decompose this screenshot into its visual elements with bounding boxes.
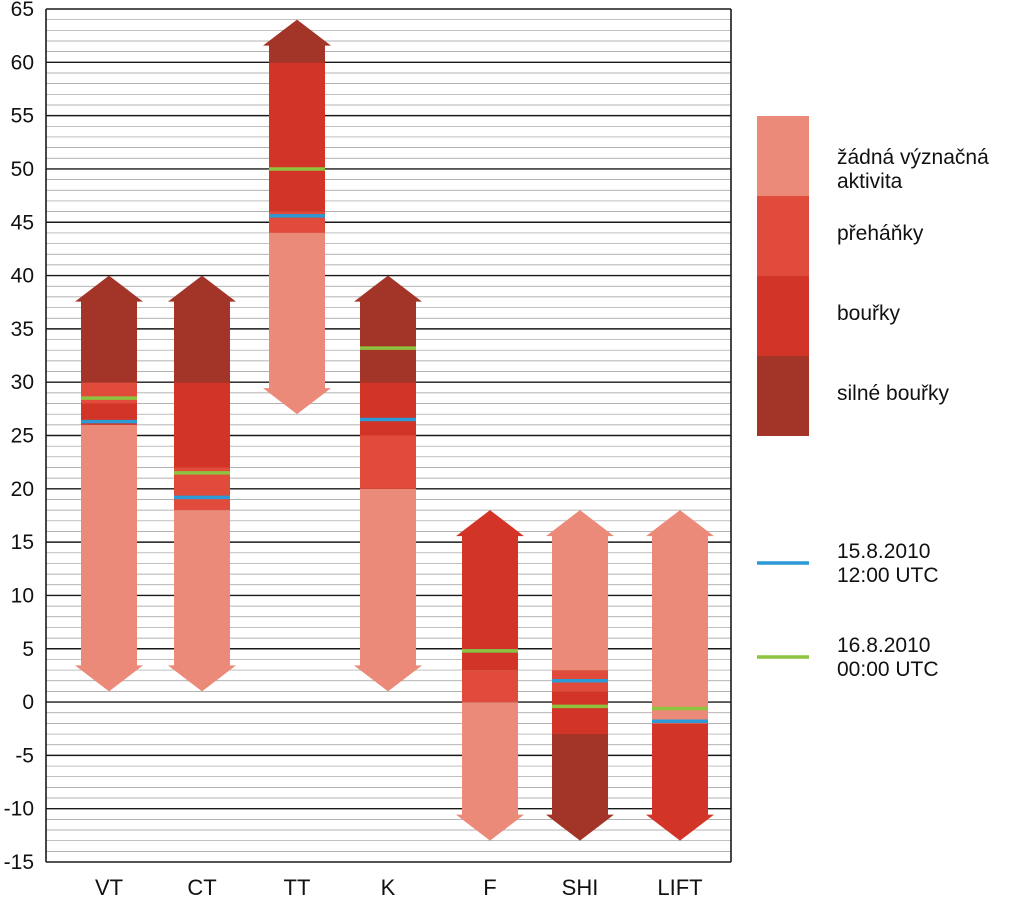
bar-segment-storms (81, 403, 137, 425)
bar-segment-severe (263, 19, 331, 63)
legend-label-no-activity: žádná význačná aktivita (837, 146, 989, 194)
y-tick-label: 60 (11, 51, 34, 74)
y-tick-label: 45 (11, 211, 34, 234)
y-tick-label: 35 (11, 318, 34, 341)
index-bar-tt (263, 19, 331, 415)
plot-area (75, 19, 714, 841)
y-tick-label: 25 (11, 425, 34, 448)
bar-segment-storms (646, 723, 714, 841)
y-tick-label: 0 (22, 691, 34, 714)
bar-segment-storms (552, 691, 608, 735)
legend-label-severe-storms: silné bouřky (837, 382, 950, 405)
y-tick-label: 40 (11, 265, 34, 288)
bar-segment-none (168, 510, 236, 692)
y-tick-label: 5 (22, 638, 34, 661)
legend-label-storms: bouřky (837, 302, 901, 325)
legend-swatch-none (757, 116, 809, 196)
index-bar-lift (646, 510, 714, 841)
legend-swatches (757, 116, 809, 659)
bar-segment-none (75, 424, 143, 692)
bar-segment-none (646, 510, 714, 724)
legend-label-date-2-line-2: 00:00 UTC (837, 658, 939, 681)
legend-swatch-severe (757, 356, 809, 436)
bar-segment-none (354, 488, 422, 692)
legend-label-date-1: 15.8.2010 12:00 UTC (837, 540, 939, 588)
x-tick-label: CT (187, 875, 216, 900)
x-tick-label: F (483, 875, 496, 900)
index-bar-k (354, 275, 422, 692)
index-bar-f (456, 510, 524, 841)
index-bar-shi (546, 510, 614, 841)
bar-segment-showers (462, 670, 518, 703)
legend-label-date-2: 16.8.2010 00:00 UTC (837, 634, 939, 682)
y-tick-label: -15 (4, 851, 34, 874)
y-tick-label: 65 (11, 0, 34, 21)
legend-swatch-showers (757, 196, 809, 276)
y-tick-label: 30 (11, 371, 34, 394)
y-tick-label: 50 (11, 158, 34, 181)
bar-segment-showers (360, 435, 416, 489)
minor-gridlines (46, 19, 731, 852)
y-tick-label: 15 (11, 531, 34, 554)
bar-segment-severe (354, 275, 422, 383)
legend-label-date-1-line-2: 12:00 UTC (837, 564, 939, 587)
x-tick-label: K (381, 875, 396, 900)
bar-segment-none (456, 702, 524, 841)
bar-segment-none (546, 510, 614, 671)
x-axis: VT CT TT K F SHI LIFT (95, 875, 703, 900)
x-tick-label: SHI (562, 875, 599, 900)
bar-segment-showers (81, 382, 137, 404)
legend-label-no-activity-line-1: žádná význačná (837, 146, 989, 169)
y-tick-label: -10 (4, 798, 34, 821)
legend-label-date-1-line-1: 15.8.2010 (837, 540, 931, 563)
y-tick-label: 20 (11, 478, 34, 501)
y-tick-label: -5 (15, 744, 34, 767)
bar-segment-storms (456, 510, 524, 671)
bar-segment-storms (174, 382, 230, 468)
x-tick-label: VT (95, 875, 123, 900)
bar-segment-severe (75, 275, 143, 383)
index-bar-vt (75, 275, 143, 692)
bar-segment-severe (546, 734, 614, 841)
y-tick-label: 10 (11, 584, 34, 607)
legend-label-no-activity-line-2: aktivita (837, 170, 903, 193)
legend-label-date-2-line-1: 16.8.2010 (837, 634, 931, 657)
bar-segment-storms (269, 62, 325, 212)
legend-swatch-storms (757, 276, 809, 356)
legend-label-showers: přeháňky (837, 222, 924, 245)
x-tick-label: TT (284, 875, 311, 900)
bar-segment-severe (168, 275, 236, 383)
bar-segment-showers (174, 467, 230, 511)
y-tick-label: 55 (11, 105, 34, 128)
bar-segment-none (263, 232, 331, 415)
x-tick-label: LIFT (657, 875, 702, 900)
index-bar-ct (168, 275, 236, 692)
bar-segment-storms (360, 382, 416, 436)
